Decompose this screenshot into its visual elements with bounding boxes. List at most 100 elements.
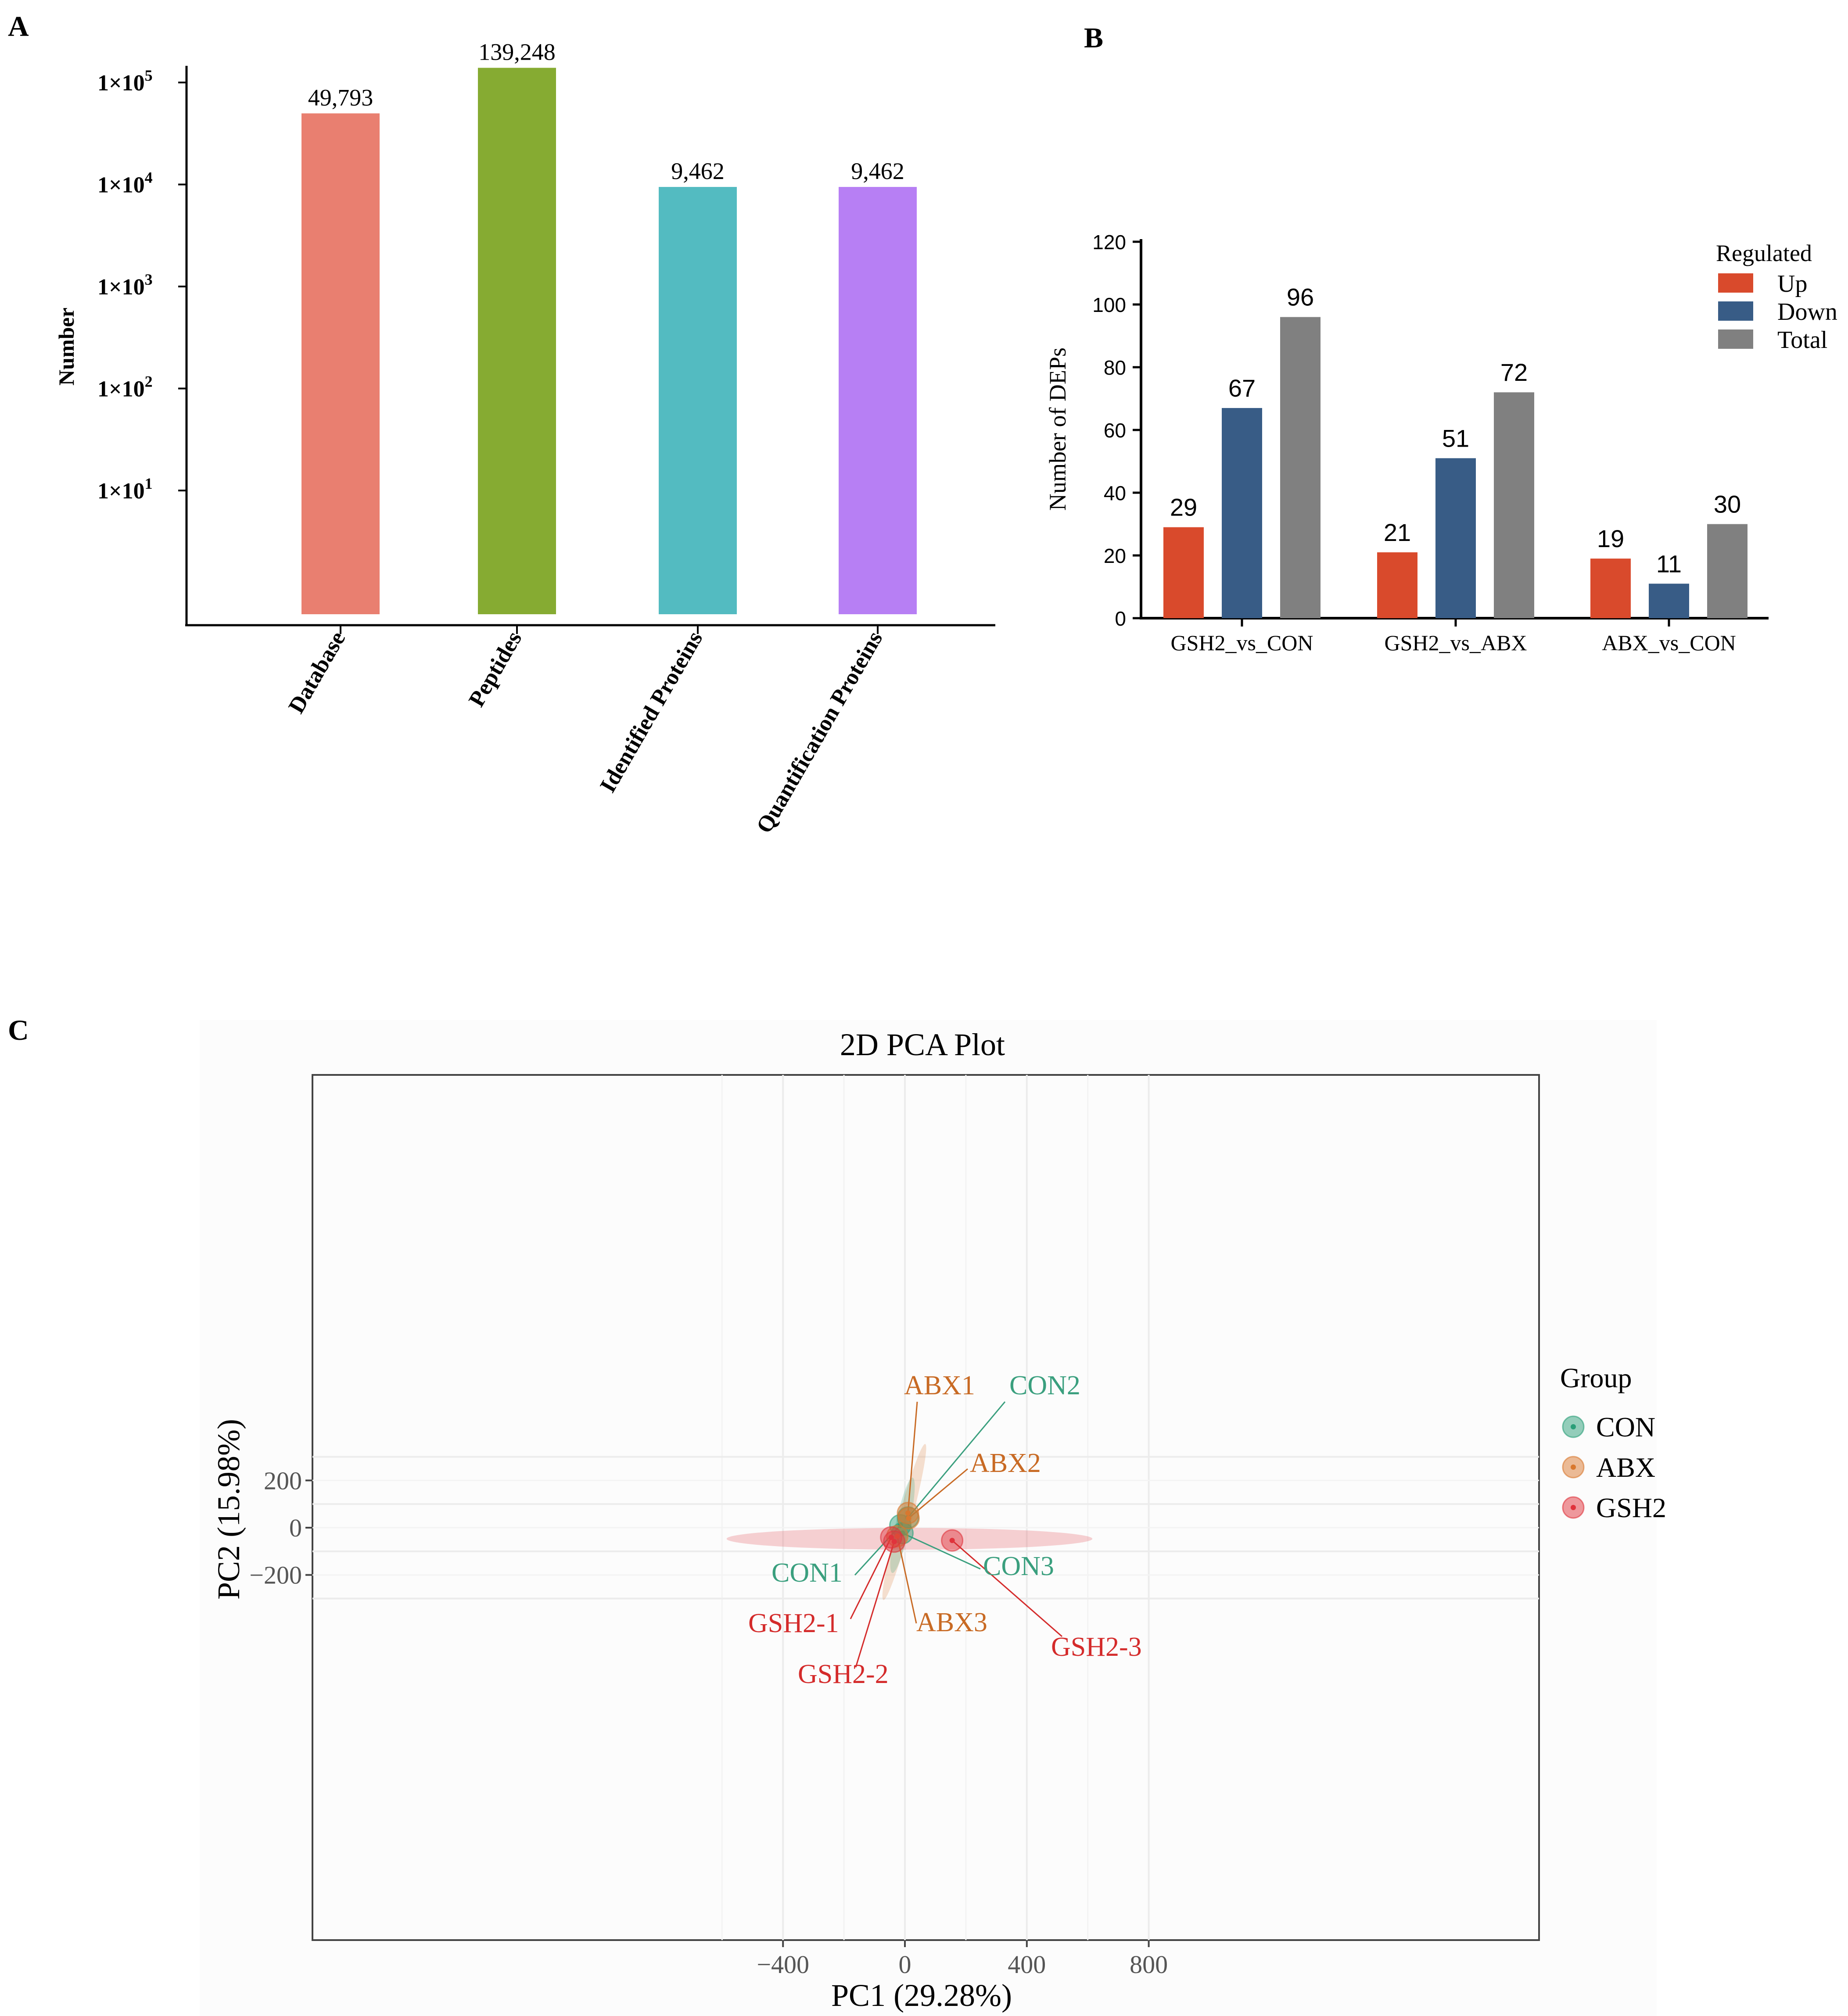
panel-a-y-tick-label: 1×104 <box>97 169 153 198</box>
panel-c-point-label: CON3 <box>983 1551 1054 1581</box>
panel-a-category-label: Peptides <box>464 627 527 711</box>
panel-a-category-label: Identified Proteins <box>595 627 707 797</box>
panel-b-value-label: 67 <box>1228 374 1256 402</box>
panel-c-point-label: GSH2-3 <box>1051 1632 1142 1662</box>
panel-b-legend-label: Total <box>1777 326 1827 354</box>
panel-c-y-tick-label: −200 <box>249 1561 302 1590</box>
panel-b-bar-gsh2-vs-abx-total <box>1494 392 1534 618</box>
panel-label-c: C <box>8 1014 29 1046</box>
panel-c-x-tick-label: 400 <box>1008 1950 1046 1979</box>
panel-a-y-axis-title: Number <box>54 308 79 386</box>
panel-b-value-label: 21 <box>1384 519 1411 546</box>
panel-b-category-label: GSH2_vs_CON <box>1170 630 1313 655</box>
panel-c-leader-line <box>850 1537 892 1619</box>
panel-c-point-label: ABX1 <box>904 1371 975 1400</box>
panel-b-legend-swatch-down <box>1718 301 1753 321</box>
panel-c-point-core <box>891 1539 897 1544</box>
panel-a-value-label: 49,793 <box>308 84 373 111</box>
panel-label-b: B <box>1084 22 1103 54</box>
panel-c-title: 2D PCA Plot <box>840 1027 1005 1062</box>
panel-a-y-tick-label: 1×101 <box>97 475 153 504</box>
panel-c-point-core <box>905 1510 911 1516</box>
panel-c-leader-line <box>855 1541 895 1668</box>
panel-a-value-label: 9,462 <box>671 158 725 184</box>
panel-c-y-tick-label: 200 <box>264 1466 302 1495</box>
panel-b-legend-swatch-up <box>1718 273 1753 293</box>
panel-c-legend-label: GSH2 <box>1596 1492 1666 1523</box>
panel-b-legend-label: Up <box>1777 270 1807 297</box>
panel-b-legend-swatch-total <box>1718 329 1753 349</box>
panel-b-value-label: 30 <box>1714 491 1741 518</box>
panel-b-bar-abx-vs-con-down <box>1649 584 1689 618</box>
panel-c-legend-title: Group <box>1560 1362 1632 1393</box>
panel-b-category-label: GSH2_vs_ABX <box>1384 630 1527 655</box>
panel-c-leader-line <box>951 1540 1062 1637</box>
panel-c-point-label: ABX3 <box>916 1608 987 1637</box>
panel-c-plot-area <box>312 1074 1540 1941</box>
panel-c-x-tick-label: 0 <box>899 1950 911 1979</box>
panel-c-legend-marker-core <box>1571 1505 1576 1510</box>
panel-a-bar-quantification-proteins <box>839 187 917 614</box>
panel-c-legend-label: CON <box>1596 1411 1655 1443</box>
panel-b-y-tick-label: 0 <box>1115 607 1126 630</box>
panel-c-ellipse-abx <box>882 1444 926 1600</box>
panel-b-value-label: 51 <box>1442 424 1469 452</box>
panel-b-legend-title: Regulated <box>1716 240 1812 266</box>
panel-c-point-core <box>949 1538 955 1543</box>
panel-b-y-tick-label: 40 <box>1104 482 1126 505</box>
panel-c-point-core <box>894 1533 900 1539</box>
panel-b-bar-abx-vs-con-up <box>1590 559 1631 618</box>
panel-b-value-label: 11 <box>1656 550 1682 577</box>
panel-c-point-core <box>888 1535 894 1540</box>
panel-b-bar-abx-vs-con-total <box>1707 524 1748 618</box>
panel-a-category-label: Quantification Proteins <box>752 627 888 838</box>
panel-a-bar-peptides <box>478 68 556 614</box>
panel-c-point-core <box>906 1515 911 1521</box>
panel-b-legend-label: Down <box>1777 298 1837 326</box>
panel-a-value-label: 139,248 <box>478 39 556 65</box>
panel-c-x-axis-title: PC1 (29.28%) <box>831 1978 1012 2013</box>
panel-a-y-tick-label: 1×103 <box>97 271 153 300</box>
panel-a-category-label: Database <box>283 627 350 718</box>
panel-c-leader-line <box>907 1401 1006 1518</box>
panel-b-value-label: 19 <box>1597 525 1624 552</box>
panel-c-legend: Group CON ABX GSH2 <box>1560 1362 1666 1523</box>
panel-a-bar-identified-proteins <box>659 187 737 614</box>
panel-c-legend-marker-core <box>1571 1465 1576 1470</box>
panel-c-leader-line <box>854 1525 901 1576</box>
panel-a-value-label: 9,462 <box>851 158 904 184</box>
panel-c-legend-label: ABX <box>1596 1452 1655 1483</box>
panel-c-y-axis-title: PC2 (15.98%) <box>211 1419 246 1600</box>
panel-c-legend-marker-core <box>1571 1424 1576 1429</box>
panel-b-y-axis-title: Number of DEPs <box>1044 347 1071 511</box>
panel-b-y-tick-label: 20 <box>1104 544 1126 567</box>
panel-b-value-label: 96 <box>1287 283 1314 311</box>
panel-c-point-label: GSH2-1 <box>748 1608 839 1638</box>
panel-c-point-label: ABX2 <box>970 1448 1041 1478</box>
panel-a-bar-database <box>301 113 380 614</box>
panel-a-bar-chart: Number 1×101 1×102 1×103 1×104 1×105 49,793 D… <box>54 39 995 838</box>
panel-c-y-tick-label: 0 <box>289 1514 302 1542</box>
panel-label-a: A <box>8 11 29 43</box>
panel-c-point-label: CON1 <box>771 1558 843 1588</box>
panel-b-bar-gsh2-vs-con-total <box>1280 317 1321 618</box>
panel-b-y-tick-label: 60 <box>1104 419 1126 442</box>
panel-b-bar-chart: Number of DEPs 0 20 40 60 80 100 120 29 67 96 GSH… <box>1044 231 1837 655</box>
panel-b-value-label: 72 <box>1500 358 1528 386</box>
panel-c-pca-plot: 2D PCA Plot CON1 CON2 CON3 ABX1 ABX2 ABX3 GSH2… <box>200 1020 1666 2016</box>
panel-b-y-tick-label: 100 <box>1092 294 1126 316</box>
panel-b-bar-gsh2-vs-con-up <box>1163 527 1204 618</box>
panel-a-y-tick-label: 1×105 <box>97 67 153 96</box>
panel-b-y-tick-label: 80 <box>1104 356 1126 379</box>
panel-b-bar-gsh2-vs-abx-down <box>1435 458 1476 618</box>
panel-c-point-label: GSH2-2 <box>798 1659 889 1689</box>
panel-b-y-tick-label: 120 <box>1092 231 1126 254</box>
panel-c-x-tick-label: −400 <box>757 1950 809 1979</box>
panel-b-category-label: ABX_vs_CON <box>1602 630 1736 655</box>
panel-c-x-tick-label: 800 <box>1130 1950 1168 1979</box>
panel-c-leader-line <box>902 1533 981 1570</box>
panel-b-value-label: 29 <box>1170 494 1197 521</box>
panel-a-y-tick-label: 1×102 <box>97 373 153 402</box>
